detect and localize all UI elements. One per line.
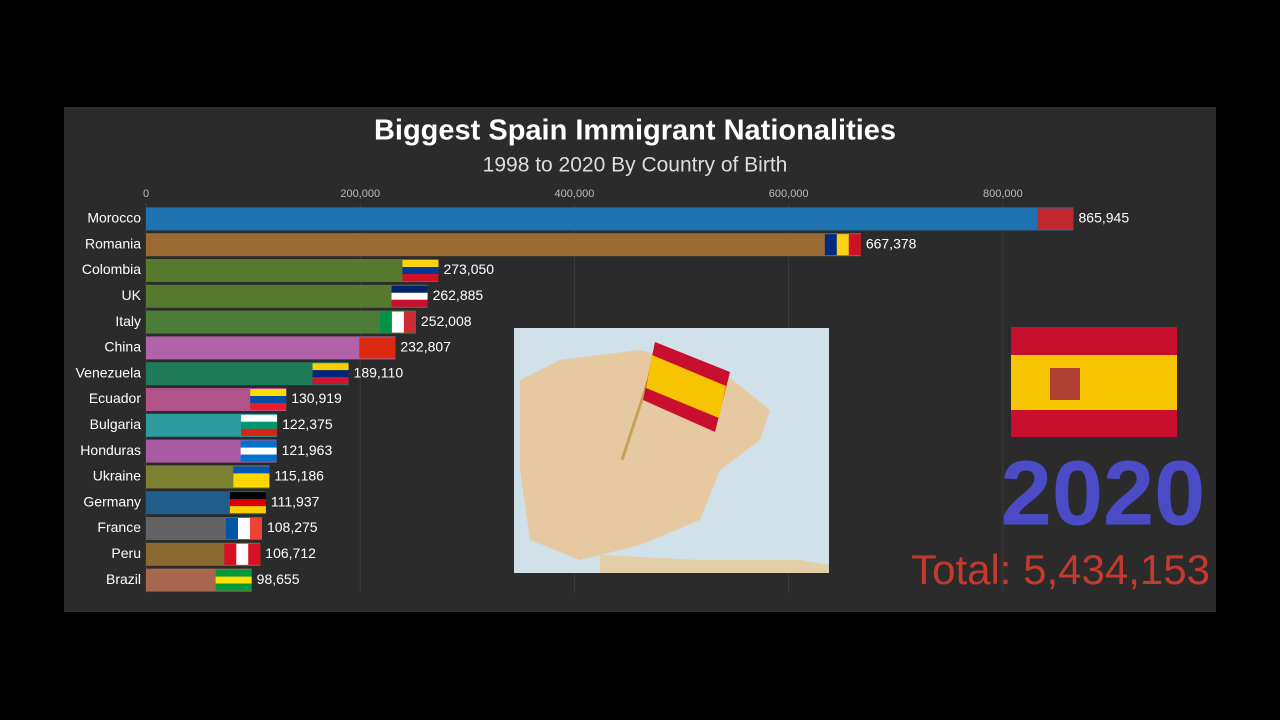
value-label: 865,945	[1079, 210, 1130, 226]
flag-stripe	[1037, 208, 1074, 216]
map-flag-yellow	[646, 355, 726, 418]
flag-stripe	[1037, 222, 1074, 230]
map-image	[514, 328, 829, 573]
flag-stripe	[402, 274, 439, 281]
value-label: 262,885	[433, 287, 484, 303]
flag-stripe	[240, 454, 277, 462]
category-label: China	[104, 339, 141, 355]
bar	[146, 284, 428, 308]
flag-stripe	[249, 518, 262, 539]
bar	[146, 362, 349, 386]
flag-stripe	[225, 518, 238, 539]
value-label: 130,919	[291, 390, 342, 406]
flag-stripe	[233, 480, 270, 488]
flag-stripe	[402, 260, 439, 267]
category-label: Peru	[111, 545, 141, 561]
category-label: Italy	[115, 313, 141, 329]
flag-stripe	[391, 292, 428, 300]
value-label: 115,186	[274, 468, 324, 484]
flag-stripe	[241, 414, 278, 422]
flag-stripe	[359, 337, 396, 345]
flag-stripe	[312, 370, 349, 378]
flag-stripe	[236, 543, 249, 565]
flag-stripe	[391, 311, 404, 333]
chart-subtitle: 1998 to 2020 By Country of Birth	[483, 154, 788, 177]
category-label: UK	[122, 287, 142, 303]
category-label: Germany	[83, 493, 141, 509]
chart-title: Biggest Spain Immigrant Nationalities	[374, 115, 896, 147]
flag-stripe	[1037, 215, 1074, 223]
flag-stripe	[402, 267, 439, 274]
category-label: Bulgaria	[90, 416, 142, 432]
flag-stripe	[241, 421, 278, 429]
flag-stripe	[229, 492, 266, 500]
value-label: 106,712	[265, 545, 316, 561]
category-label: Morocco	[87, 210, 141, 226]
value-label: 189,110	[354, 364, 404, 380]
flag-stripe	[379, 311, 392, 333]
flag-stripe	[248, 543, 261, 565]
value-label: 111,937	[271, 493, 320, 509]
x-tick-label: 400,000	[555, 188, 595, 200]
category-label: France	[97, 519, 141, 535]
flag-stripe	[250, 403, 287, 410]
flag-stripe	[403, 311, 416, 333]
bar	[146, 233, 861, 257]
flag-stripe	[241, 428, 278, 436]
value-label: 108,275	[267, 519, 318, 535]
flag-stripe	[848, 234, 861, 256]
flag-stripe	[359, 344, 396, 352]
value-label: 232,807	[400, 339, 451, 355]
value-label: 252,008	[421, 313, 472, 329]
bar	[146, 259, 439, 282]
flag-stripe	[240, 440, 277, 448]
x-tick-label: 800,000	[983, 188, 1023, 200]
category-label: Colombia	[82, 261, 141, 277]
flag-stripe	[391, 299, 428, 307]
flag-stripe	[312, 377, 349, 385]
bar	[146, 207, 1074, 231]
bar	[146, 336, 396, 360]
value-label: 667,378	[866, 235, 917, 251]
spain-flag	[1011, 327, 1177, 437]
flag-stripe	[215, 583, 252, 591]
flag-stripe	[233, 466, 270, 474]
x-tick-label: 200,000	[340, 188, 380, 200]
year-label: 2020	[1001, 442, 1206, 544]
flag-stripe	[229, 506, 266, 514]
flag-stripe	[224, 543, 237, 565]
flag-stripe	[237, 518, 250, 539]
flag-yellow	[1011, 355, 1177, 410]
flag-stripe	[229, 499, 266, 507]
flag-stripe	[836, 234, 849, 256]
flag-stripe	[391, 285, 428, 293]
flag-emblem	[1050, 368, 1080, 400]
flag-stripe	[359, 351, 396, 359]
category-label: Venezuela	[76, 364, 142, 380]
map-africa	[600, 555, 829, 573]
flag-stripe	[215, 576, 252, 584]
value-label: 121,963	[282, 442, 333, 458]
flag-stripe	[215, 569, 252, 577]
category-label: Ecuador	[89, 390, 141, 406]
total-label: Total: 5,434,153	[911, 546, 1210, 593]
x-tick-label: 0	[143, 188, 149, 200]
flag-stripe	[233, 473, 270, 481]
flag-stripe	[312, 363, 349, 371]
flag-stripe	[824, 234, 837, 256]
category-label: Honduras	[80, 442, 141, 458]
value-label: 122,375	[282, 416, 333, 432]
x-tick-label: 600,000	[769, 188, 809, 200]
flag-stripe	[250, 396, 287, 403]
bar	[146, 310, 416, 334]
category-label: Brazil	[106, 571, 141, 587]
bars: Morocco 865,945 Romania 667,378 Colombia 273,…	[76, 207, 1130, 592]
value-label: 98,655	[257, 571, 300, 587]
category-label: Ukraine	[93, 468, 141, 484]
flag-stripe	[250, 389, 287, 396]
value-label: 273,050	[443, 261, 494, 277]
category-label: Romania	[85, 235, 141, 251]
flag-stripe	[240, 447, 277, 455]
